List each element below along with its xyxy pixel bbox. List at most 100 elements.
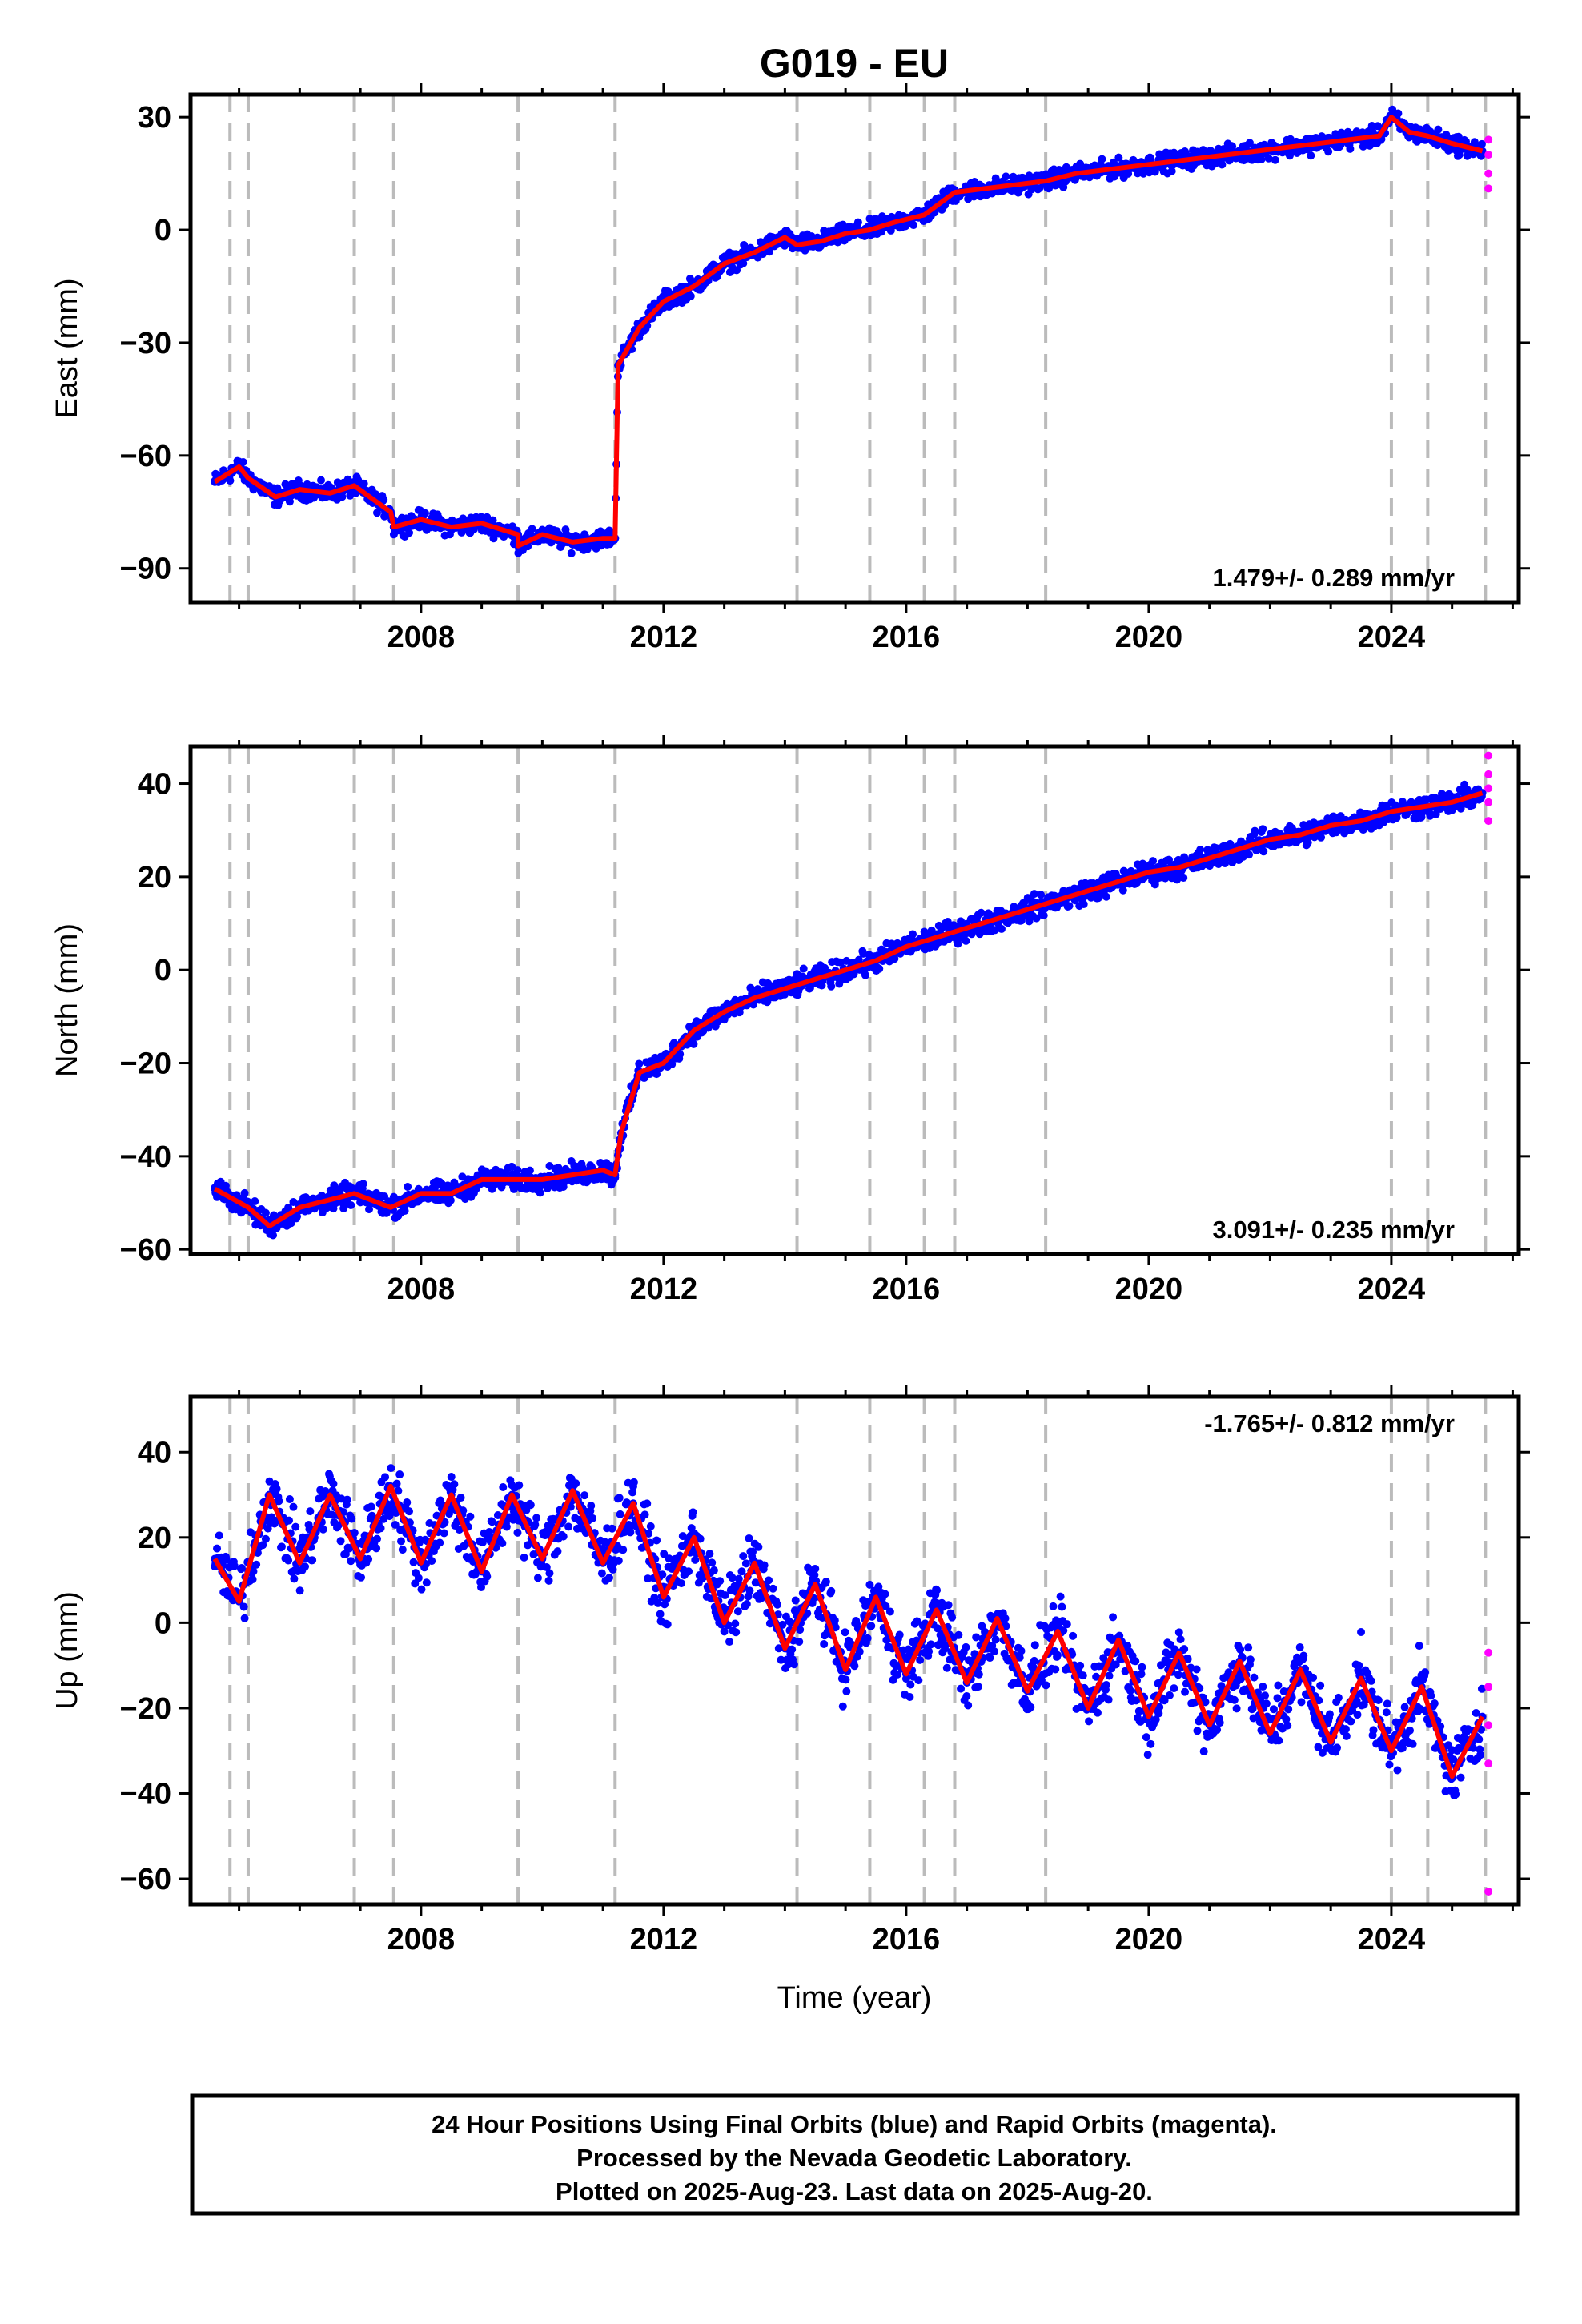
- final-orbit-point: [359, 479, 368, 488]
- final-orbit-point: [865, 1580, 874, 1589]
- final-orbit-point: [289, 1502, 298, 1511]
- final-orbit-point: [1062, 1620, 1071, 1629]
- final-orbit-point: [1056, 1592, 1065, 1601]
- final-orbit-point: [773, 1600, 781, 1609]
- final-orbit-point: [1030, 1641, 1039, 1650]
- final-orbit-point: [1030, 1656, 1038, 1665]
- final-orbit-point: [665, 1554, 673, 1563]
- final-orbit-point: [447, 1473, 456, 1482]
- final-orbit-point: [573, 1524, 582, 1533]
- final-orbit-point: [749, 1547, 757, 1556]
- final-orbit-point: [721, 1591, 729, 1600]
- panel-north: 2008 2012 2016 2020 202440200−20−40−60North …: [50, 735, 1530, 1306]
- x-tick-label: 2020: [1115, 621, 1183, 654]
- final-orbit-point: [1039, 911, 1048, 920]
- final-orbit-point: [830, 1616, 839, 1625]
- final-orbit-point: [741, 1559, 750, 1568]
- final-orbit-point: [536, 1188, 544, 1197]
- final-orbit-point: [803, 1609, 812, 1618]
- final-orbit-point: [459, 1506, 468, 1515]
- final-orbit-point: [663, 1620, 672, 1629]
- final-orbit-point: [850, 1662, 859, 1671]
- final-orbit-point: [942, 1663, 951, 1672]
- final-orbit-point: [1118, 886, 1127, 895]
- final-orbit-point: [1017, 1647, 1026, 1655]
- final-orbit-point: [445, 1510, 454, 1518]
- final-orbit-point: [414, 1574, 423, 1582]
- final-orbit-point: [1455, 151, 1464, 159]
- final-orbit-point: [290, 1574, 299, 1583]
- final-orbit-point: [916, 1655, 925, 1664]
- model-fit-line: [213, 115, 1484, 549]
- final-orbit-point: [1049, 1602, 1058, 1610]
- final-orbit-point: [1477, 139, 1486, 148]
- final-orbit-point: [990, 1647, 998, 1656]
- final-orbit-point: [1065, 902, 1074, 911]
- final-orbit-point: [308, 1556, 317, 1565]
- final-orbit-point: [597, 1569, 606, 1578]
- final-orbit-point: [359, 1180, 367, 1188]
- final-orbit-point: [394, 1486, 403, 1495]
- y-tick-label: −30: [120, 327, 171, 360]
- rapid-orbit-point: [1484, 751, 1493, 760]
- final-orbit-point: [230, 1562, 239, 1570]
- final-orbit-point: [215, 1531, 223, 1540]
- rapid-orbit-point: [1484, 770, 1493, 778]
- final-orbit-point: [261, 1534, 270, 1543]
- final-orbit-point: [644, 1529, 653, 1538]
- final-orbit-point: [436, 1538, 444, 1547]
- final-orbit-point: [954, 1630, 963, 1639]
- final-orbit-point: [1042, 1681, 1050, 1690]
- final-orbit-point: [689, 1039, 698, 1048]
- final-orbit-point: [841, 1675, 850, 1684]
- final-orbit-point: [559, 1532, 568, 1541]
- final-orbit-point: [853, 218, 862, 227]
- y-tick-label: 30: [138, 101, 171, 135]
- final-orbit-point: [450, 1480, 459, 1489]
- final-orbit-point: [1085, 1717, 1094, 1726]
- final-orbit-point: [488, 1518, 496, 1526]
- final-orbit-point: [295, 1586, 304, 1595]
- final-orbit-point: [477, 1583, 486, 1592]
- final-orbit-point: [421, 509, 430, 517]
- final-orbit-point: [567, 549, 576, 557]
- plot-area: [211, 94, 1493, 602]
- final-orbit-point: [676, 1050, 685, 1059]
- final-orbit-point: [1078, 1671, 1087, 1680]
- final-orbit-point: [240, 1188, 249, 1197]
- final-orbit-point: [405, 1507, 414, 1516]
- final-orbit-point: [696, 1534, 705, 1543]
- final-orbit-point: [810, 1570, 819, 1579]
- final-orbit-point: [709, 1566, 718, 1574]
- rapid-orbit-points: [1484, 751, 1493, 826]
- y-tick-label: −60: [120, 440, 171, 473]
- final-orbit-point: [1307, 151, 1315, 160]
- final-orbit-point: [905, 1692, 914, 1701]
- final-orbit-point: [925, 1647, 934, 1656]
- final-orbit-point: [483, 1572, 492, 1581]
- final-orbit-point: [525, 1166, 534, 1175]
- final-orbit-point: [957, 1684, 966, 1693]
- final-orbit-point: [466, 1512, 475, 1521]
- final-orbit-point: [788, 1645, 797, 1654]
- final-orbit-point: [889, 1675, 897, 1684]
- final-orbit-point: [615, 1494, 624, 1502]
- final-orbit-point: [343, 1495, 351, 1504]
- final-orbit-point: [544, 1576, 553, 1585]
- final-orbit-point: [739, 259, 748, 267]
- final-orbit-point: [881, 1590, 889, 1598]
- final-orbit-point: [341, 1550, 350, 1558]
- final-orbit-point: [972, 1633, 981, 1642]
- final-orbit-point: [417, 1585, 426, 1594]
- final-orbit-point: [895, 1630, 904, 1639]
- final-orbit-point: [1098, 155, 1106, 163]
- final-orbit-point: [777, 1655, 785, 1664]
- final-orbit-point: [658, 1570, 667, 1579]
- final-orbit-point: [237, 1563, 246, 1572]
- rapid-orbit-point: [1484, 817, 1493, 826]
- final-orbit-point: [226, 476, 235, 485]
- x-tick-label: 2024: [1358, 1273, 1426, 1306]
- y-tick-label: 20: [138, 861, 171, 895]
